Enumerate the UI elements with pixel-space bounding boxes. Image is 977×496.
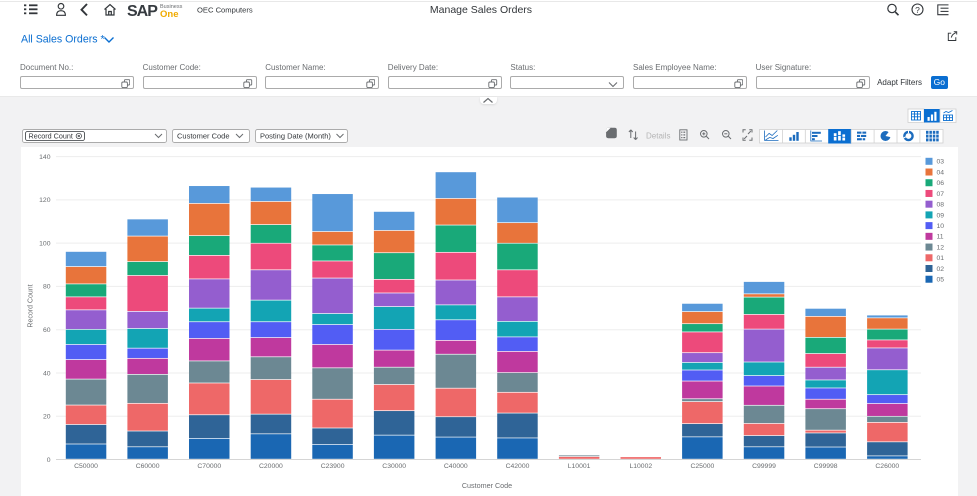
- svg-text:C70000: C70000: [197, 463, 221, 470]
- svg-text:L10002: L10002: [629, 463, 652, 470]
- svg-text:12: 12: [937, 244, 945, 251]
- svg-text:02: 02: [937, 266, 945, 273]
- svg-text:SAP: SAP: [127, 3, 158, 20]
- svg-text:Posting Date (Month): Posting Date (Month): [260, 132, 331, 141]
- svg-text:120: 120: [39, 197, 51, 204]
- svg-text:10: 10: [937, 223, 945, 230]
- svg-text:C99998: C99998: [814, 463, 838, 470]
- svg-text:07: 07: [937, 191, 945, 198]
- svg-text:L10001: L10001: [568, 463, 591, 470]
- svg-text:09: 09: [937, 212, 945, 219]
- svg-text:All Sales Orders *: All Sales Orders *: [21, 34, 105, 46]
- svg-text:C50000: C50000: [74, 463, 98, 470]
- svg-text:20: 20: [43, 414, 51, 421]
- svg-text:?: ?: [915, 5, 920, 15]
- svg-text:03: 03: [937, 159, 945, 166]
- svg-text:40: 40: [43, 370, 51, 377]
- svg-text:C99999: C99999: [752, 463, 776, 470]
- svg-text:60: 60: [43, 327, 51, 334]
- svg-text:C23900: C23900: [321, 463, 345, 470]
- svg-text:Record Count: Record Count: [28, 284, 35, 327]
- svg-text:Record Count: Record Count: [29, 131, 73, 140]
- svg-text:08: 08: [937, 202, 945, 209]
- svg-text:C42000: C42000: [506, 463, 530, 470]
- svg-text:80: 80: [43, 284, 51, 291]
- svg-text:100: 100: [39, 240, 51, 247]
- svg-text:Manage Sales Orders: Manage Sales Orders: [430, 4, 532, 16]
- svg-text:04: 04: [937, 169, 945, 176]
- svg-text:C25000: C25000: [690, 463, 714, 470]
- svg-text:11: 11: [937, 234, 944, 241]
- svg-text:C30000: C30000: [382, 463, 406, 470]
- svg-text:One: One: [160, 9, 178, 20]
- svg-text:C60000: C60000: [136, 463, 160, 470]
- svg-text:OEC Computers: OEC Computers: [197, 5, 253, 14]
- svg-text:140: 140: [39, 154, 51, 161]
- svg-text:06: 06: [937, 180, 945, 187]
- svg-text:05: 05: [937, 277, 945, 284]
- svg-text:Details: Details: [646, 131, 670, 140]
- svg-text:01: 01: [937, 255, 945, 262]
- svg-text:Customer Code: Customer Code: [462, 481, 512, 490]
- svg-text:C26000: C26000: [875, 463, 899, 470]
- svg-text:C40000: C40000: [444, 463, 468, 470]
- svg-text:Customer Code: Customer Code: [177, 132, 230, 141]
- svg-text:0: 0: [47, 457, 51, 464]
- svg-text:Business: Business: [160, 4, 183, 10]
- svg-text:C20000: C20000: [259, 463, 283, 470]
